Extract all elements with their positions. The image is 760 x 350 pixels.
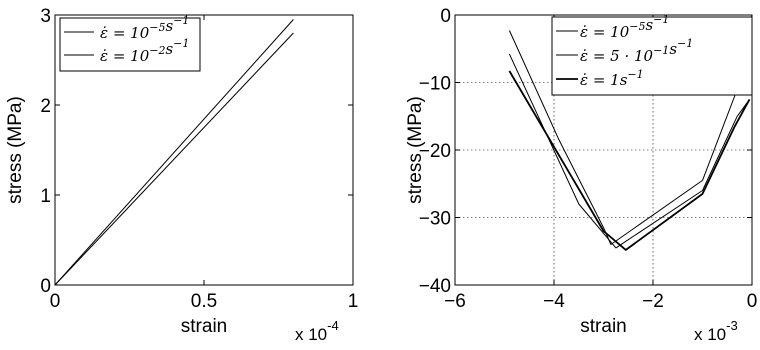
x-scale-label: x 10-4	[295, 318, 339, 344]
x-tick-label: 0.5	[191, 291, 217, 312]
legend-label-sup: −1	[653, 44, 669, 57]
x-tick-label: −2	[642, 291, 664, 312]
legend-label-part: ε̇ = 10	[100, 24, 150, 42]
x-tick-label: 0	[50, 291, 61, 312]
x-axis-label: strain	[580, 316, 626, 337]
y-tick-label: 0	[40, 276, 51, 297]
x-scale-label: x 10-3	[694, 318, 738, 344]
legend: ε̇ = 10−5s−1ε̇ = 5 · 10−1s−1ε̇ = 1s−1	[551, 13, 753, 96]
series-line-2	[508, 53, 750, 249]
x-tick-label: 0	[747, 291, 758, 312]
legend-label-sup: −1	[653, 13, 669, 26]
y-tick-label: 2	[40, 96, 51, 117]
y-tick-label: −40	[419, 276, 451, 297]
y-axis-label: stress (MPa)	[5, 96, 26, 204]
legend-label: ε̇ = 1s−1	[580, 68, 644, 89]
y-tick-label: 3	[40, 6, 51, 27]
legend-label-part: s	[669, 40, 677, 58]
y-axis-label: stress (MPa)	[405, 96, 426, 204]
x-scale-exponent: -4	[327, 318, 339, 333]
y-tick-label: 0	[440, 6, 451, 27]
legend-label-part: ε̇ = 10	[580, 23, 630, 41]
legend-label-part: ε̇ = 5 · 10	[580, 47, 654, 65]
legend-label-part: ε̇ = 10	[100, 47, 150, 65]
legend-box	[551, 16, 753, 96]
legend-label: ε̇ = 10−5s−1	[100, 14, 189, 42]
legend-box	[59, 17, 201, 72]
legend-label-sup: −1	[627, 68, 643, 81]
y-tick-label: −20	[419, 141, 451, 162]
x-axis-label: strain	[181, 316, 227, 337]
chart-1: 0 0.5 1 0 1 2 3 strain stress (MPa) x 10-4 ε̇ = 10…	[5, 6, 358, 344]
legend-label-sup: −1	[677, 37, 693, 50]
x-tick-label: −4	[543, 291, 565, 312]
legend-label-sup: −1	[173, 14, 189, 27]
legend-label: ε̇ = 5 · 10−1s−1	[580, 37, 693, 65]
legend-label-part: s	[645, 16, 653, 34]
legend-label-part: s	[165, 40, 173, 58]
y-tick-label: −30	[419, 209, 451, 230]
x-tick-label: 1	[348, 291, 359, 312]
x-scale-exponent: -3	[726, 318, 738, 333]
legend-label-sup: −5	[149, 21, 165, 34]
y-tick-label: 1	[40, 186, 51, 207]
legend-label-part: s	[165, 17, 173, 35]
legend-label-sup: −1	[173, 37, 189, 50]
series-line-1	[54, 19, 294, 286]
legend-label-part: ε̇ = 1s	[580, 71, 628, 89]
x-tick-label: −6	[444, 291, 466, 312]
series-line-2	[54, 32, 294, 286]
legend-label-sup: −2	[149, 44, 165, 57]
legend-label: ε̇ = 10−5s−1	[580, 13, 669, 41]
legend-label-sup: −5	[629, 20, 645, 33]
series-line-3	[508, 70, 751, 251]
legend-label: ε̇ = 10−2s−1	[100, 37, 189, 65]
legend: ε̇ = 10−5s−1ε̇ = 10−2s−1	[59, 14, 201, 72]
y-tick-label: −10	[419, 74, 451, 95]
